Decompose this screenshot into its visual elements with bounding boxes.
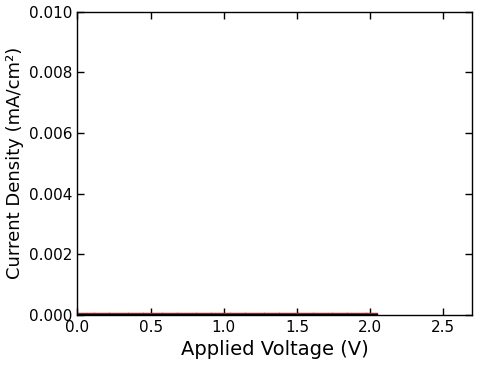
X-axis label: Applied Voltage (V): Applied Voltage (V): [181, 341, 369, 360]
Y-axis label: Current Density (mA/cm²): Current Density (mA/cm²): [6, 47, 23, 280]
